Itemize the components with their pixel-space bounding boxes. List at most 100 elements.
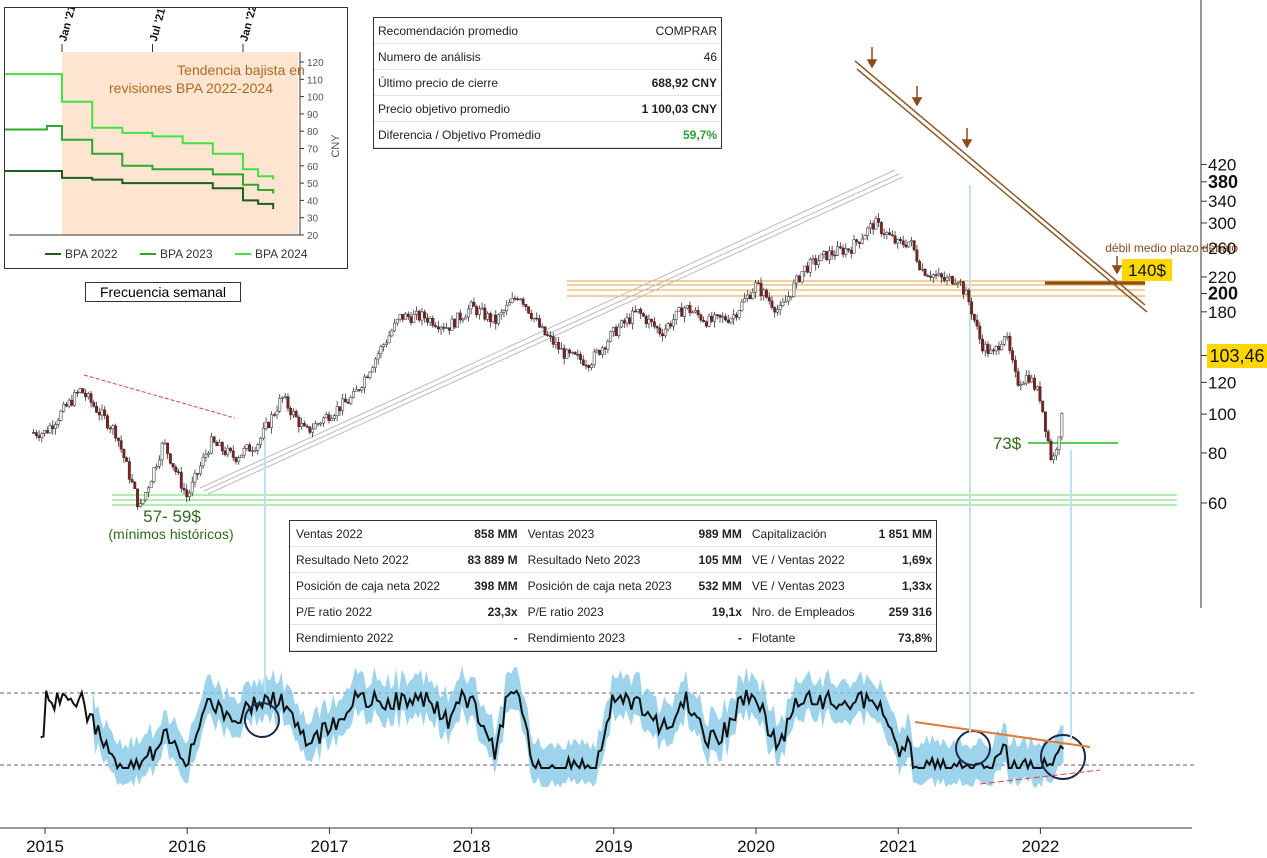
- candle-down: [756, 282, 760, 284]
- candle-up: [341, 398, 345, 412]
- rec-value: 1 100,03 CNY: [607, 95, 721, 122]
- fundamentals-table: Ventas 2022 858 MM Ventas 2023 989 MM Capi…: [290, 521, 936, 651]
- candle-up: [374, 358, 377, 368]
- candle-up: [62, 403, 66, 412]
- fundamentals-row: Rendimiento 2022- Rendimiento 2023- Flot…: [290, 624, 936, 651]
- candle-up: [157, 459, 161, 467]
- candle-down: [644, 315, 648, 325]
- candle-up: [204, 454, 208, 458]
- candle-down: [581, 359, 585, 366]
- candle-up: [428, 317, 432, 323]
- candle-down: [655, 326, 659, 329]
- candle-up: [860, 238, 864, 244]
- candle-up: [775, 309, 779, 313]
- candle-down: [343, 398, 347, 403]
- candle-up: [868, 223, 872, 229]
- candle-up: [751, 291, 755, 300]
- candle-down: [967, 290, 971, 302]
- candle-up: [540, 326, 544, 328]
- candle-down: [633, 310, 637, 313]
- candle-down: [770, 300, 774, 308]
- candle-up: [713, 314, 716, 322]
- fundamentals-panel: Ventas 2022 858 MM Ventas 2023 989 MM Capi…: [289, 520, 937, 652]
- candle-up: [945, 277, 949, 281]
- fundamentals-row: Resultado Neto 2022 83 889 M Resultado Ne…: [290, 546, 936, 573]
- time-tick-label: 2015: [26, 837, 64, 856]
- candle-down: [434, 325, 438, 327]
- candle-up: [160, 443, 164, 461]
- candle-up: [376, 353, 380, 360]
- eps-y-tick-label: 90: [307, 110, 319, 121]
- candle-down: [669, 323, 673, 327]
- top-arrows: [866, 47, 1123, 275]
- rec-value: 46: [607, 43, 721, 70]
- candle-up: [800, 271, 804, 283]
- candle-up: [565, 349, 569, 359]
- candle-down: [584, 364, 588, 367]
- recommendation-row: Diferencia / Objetivo Promedio 59,7%: [374, 121, 721, 148]
- candle-down: [524, 304, 528, 307]
- candle-up: [466, 308, 470, 318]
- support-resistance-levels: [112, 280, 1177, 506]
- candle-up: [625, 317, 629, 324]
- fund-value: 1 851 MM: [868, 521, 936, 547]
- candle-down: [338, 406, 342, 412]
- candle-up: [532, 317, 536, 320]
- eps-y-tick-label: 80: [307, 127, 319, 138]
- fund-value: 858 MM: [458, 521, 522, 547]
- candle-up: [330, 418, 334, 421]
- eps-y-tick-label: 110: [307, 75, 323, 86]
- price-tick-label: 260: [1208, 239, 1236, 258]
- candle-down: [1011, 350, 1015, 361]
- candle-up: [420, 311, 424, 321]
- eps-x-tick-label: Jul '21: [148, 8, 168, 43]
- rec-value: 688,92 CNY: [607, 69, 721, 96]
- candle-up: [335, 406, 339, 416]
- candle-down: [286, 396, 290, 409]
- fund-label: Rendimiento 2022: [290, 624, 459, 651]
- candle-down: [357, 389, 361, 391]
- historic-low-note: (mínimos históricos): [108, 526, 233, 542]
- candle-down: [431, 317, 435, 326]
- fund-label: Capitalización: [745, 521, 869, 547]
- candle-down: [168, 453, 172, 464]
- candle-up: [590, 364, 593, 368]
- recommendation-row: Recomendación promedio COMPRAR: [374, 18, 721, 44]
- price-tick-label: 60: [1208, 494, 1227, 513]
- candle-down: [365, 376, 369, 379]
- candle-down: [425, 317, 429, 323]
- candle-up: [240, 454, 243, 459]
- candle-up: [866, 227, 870, 236]
- candle-down: [904, 244, 908, 248]
- candle-up: [56, 420, 60, 425]
- candle-up: [111, 425, 115, 430]
- candle-down: [918, 261, 922, 271]
- candle-down: [114, 425, 118, 439]
- candle-up: [163, 442, 167, 445]
- candle-down: [453, 318, 457, 328]
- candle-down: [773, 307, 777, 313]
- rec-label: Precio objetivo promedio: [374, 95, 608, 122]
- candle-down: [64, 403, 68, 407]
- candle-down: [305, 425, 309, 428]
- candle-down: [436, 326, 440, 330]
- price-tick-label: 180: [1208, 303, 1236, 322]
- historic-low-label: 57- 59$: [143, 507, 201, 526]
- candle-up: [242, 448, 246, 456]
- candle-up: [1000, 344, 1004, 351]
- candle-up: [983, 343, 987, 352]
- candle-up: [67, 399, 71, 407]
- price-tick-label: 120: [1208, 373, 1236, 392]
- candle-down: [346, 401, 350, 404]
- candle-up: [595, 349, 599, 353]
- eps-y-tick-label: 70: [307, 145, 319, 156]
- candle-down: [488, 313, 492, 323]
- candle-up: [198, 465, 202, 474]
- candle-down: [981, 338, 984, 352]
- recommendation-table: Recomendación promedio COMPRAR Numero de …: [374, 18, 721, 148]
- candle-down: [182, 488, 186, 491]
- candle-down: [940, 273, 943, 278]
- candle-up: [152, 467, 156, 482]
- fund-value: 83 889 M: [458, 546, 522, 573]
- candle-up: [1005, 335, 1009, 338]
